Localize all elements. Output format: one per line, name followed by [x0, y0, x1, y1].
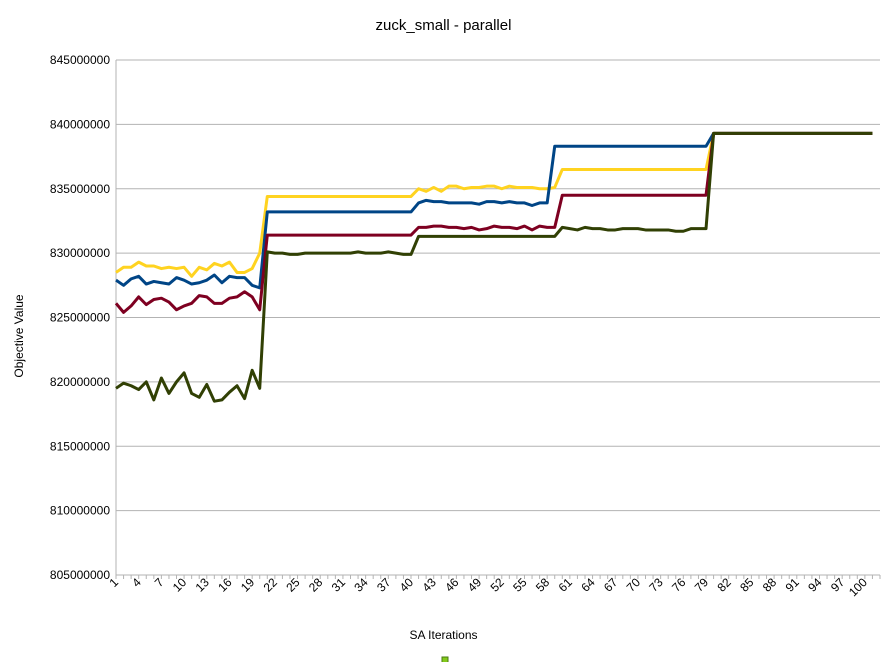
x-tick-label: 91	[783, 575, 803, 595]
y-tick-label: 845000000	[50, 53, 110, 67]
x-tick-label: 73	[646, 575, 666, 595]
x-tick-label: 46	[442, 575, 462, 595]
y-tick-label: 820000000	[50, 375, 110, 389]
y-tick-label: 825000000	[50, 311, 110, 325]
series-line	[115, 131, 873, 278]
x-tick-label: 49	[465, 575, 485, 595]
x-tick-label: 64	[578, 575, 598, 595]
x-tick-label: 94	[805, 575, 825, 595]
x-tick-label: 10	[170, 575, 190, 595]
x-tick-label: 88	[760, 575, 780, 595]
x-tick-label: 16	[215, 575, 235, 595]
y-tick-label: 805000000	[50, 568, 110, 582]
y-tick-label: 830000000	[50, 246, 110, 260]
x-tick-label: 67	[601, 575, 621, 595]
x-tick-label: 85	[737, 575, 757, 595]
y-tick-label: 810000000	[50, 504, 110, 518]
y-tick-label: 815000000	[50, 439, 110, 453]
series-line	[115, 131, 873, 403]
x-tick-label: 52	[488, 575, 508, 595]
series-line	[115, 131, 873, 290]
x-tick-label: 19	[238, 575, 258, 595]
x-tick-label: 13	[193, 575, 213, 595]
x-tick-label: 79	[692, 575, 712, 595]
x-tick-label: 4	[129, 575, 144, 590]
x-tick-label: 58	[533, 575, 553, 595]
x-tick-label: 82	[714, 575, 734, 595]
series-line	[114, 131, 873, 314]
x-tick-label: 31	[329, 575, 349, 595]
y-tick-label: 840000000	[50, 117, 110, 131]
x-tick-label: 1	[106, 575, 121, 590]
x-tick-label: 37	[374, 575, 394, 595]
x-tick-label: 76	[669, 575, 689, 595]
x-tick-label: 34	[351, 575, 371, 595]
x-tick-label: 43	[419, 575, 439, 595]
x-tick-label: 61	[556, 575, 576, 595]
x-tick-label: 40	[397, 575, 417, 595]
x-tick-label: 22	[261, 575, 281, 595]
x-tick-label: 25	[283, 575, 303, 595]
legend-marker	[441, 656, 449, 662]
x-axis-label: SA Iterations	[409, 628, 478, 642]
chart-title: zuck_small - parallel	[375, 17, 512, 34]
x-tick-label: 97	[828, 575, 848, 595]
x-tick-label: 7	[152, 575, 167, 590]
y-tick-label: 835000000	[50, 182, 110, 196]
x-tick-label: 55	[510, 575, 530, 595]
x-tick-label: 28	[306, 575, 326, 595]
x-tick-label: 70	[624, 575, 644, 595]
